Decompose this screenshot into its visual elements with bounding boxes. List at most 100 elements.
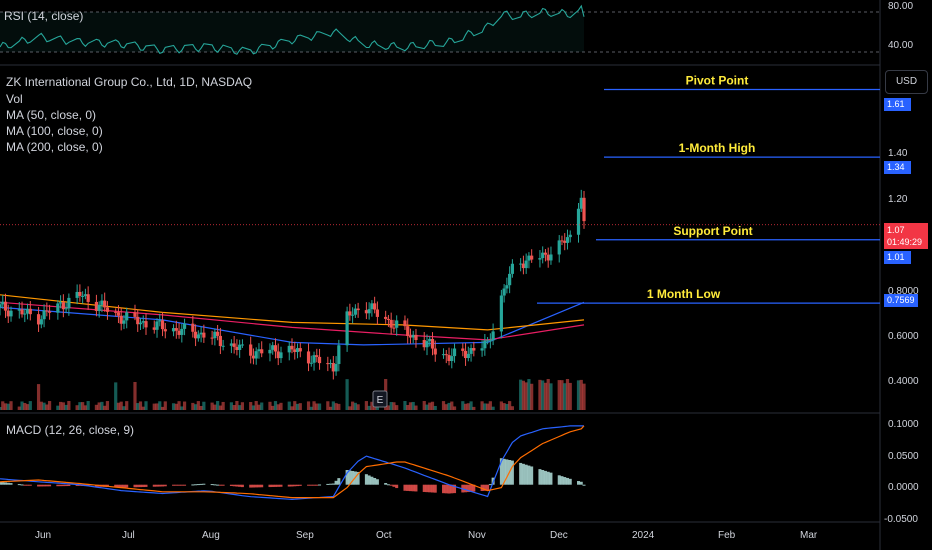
macd-histogram-bar [229,484,233,486]
candle [444,349,448,364]
volume-bar [56,405,60,410]
candle [268,343,272,362]
macd-histogram-bar [373,477,377,485]
candle [196,330,200,342]
volume-bar [158,401,162,410]
candle [406,318,410,344]
volume-bar [116,402,121,410]
macd-histogram-bar [431,484,434,493]
macd-histogram-bar [235,484,239,487]
candle [67,293,71,316]
volume-bar [36,384,41,410]
macd-histogram-bar [425,484,429,493]
volume-bar [370,401,374,410]
macd-histogram-bar [180,484,184,486]
macd-histogram-bar [39,484,43,487]
macd-histogram-bar [240,484,244,488]
volume-bar [39,401,43,410]
macd-histogram-bar [152,484,156,487]
macd-tick-0-00: 0.0000 [888,482,919,493]
macd-histogram-bar [403,484,407,491]
volume-bar [549,383,553,410]
macd-histogram-bar [37,484,41,487]
currency-button[interactable]: USD [885,70,928,94]
macd-histogram-bar [114,484,118,488]
macd-histogram-bar [464,484,468,493]
candle [425,334,429,356]
candle [546,247,550,268]
candle [356,302,360,318]
candle [295,343,300,359]
volume-bar [463,403,468,410]
support-point-tag: 1.01 [884,251,911,264]
macd-histogram-bar [155,484,159,487]
macd-histogram-bar [290,484,294,487]
candle [326,356,330,372]
candle [144,313,148,335]
macd-histogram-bar [577,481,581,485]
rsi-label: RSI (14, close) [4,9,84,23]
volume-bar [356,404,360,410]
macd-histogram-bar [17,484,21,486]
volume-bar [218,405,222,410]
macd-histogram-bar [116,484,120,488]
volume-bar [328,406,333,410]
macd-histogram-bar [386,484,390,486]
candle [235,339,239,356]
macd-histogram-bar [254,484,258,488]
macd-histogram-bar [273,484,277,487]
volume-bar [75,405,79,410]
macd-histogram-bar [64,484,68,487]
current-price-value: 1.07 [887,225,905,235]
candle [331,355,335,380]
candle [463,343,468,366]
candle [94,294,99,317]
macd-histogram-bar [28,484,32,486]
candle [519,258,523,272]
candle [105,301,110,320]
candle [75,284,79,305]
macd-histogram-bar [483,484,487,491]
rsi-line [0,4,585,55]
candle [158,313,162,327]
macd-histogram-bar [172,484,176,486]
candle [240,339,245,348]
volume-bar [450,401,454,410]
volume-bar [546,379,550,410]
candle [351,307,355,324]
candle [6,304,10,324]
volume-bar [273,401,278,410]
macd-histogram-bar [472,484,476,492]
candle [422,332,426,351]
macd-histogram-bar [329,483,333,485]
candle [273,338,278,359]
macd-histogram-bar [530,466,534,485]
volume-bar [276,404,280,410]
macd-histogram-bar [521,463,525,485]
volume-bar [425,404,429,410]
volume-bar [483,403,487,410]
macd-histogram-bar [48,484,52,487]
candles [0,189,586,380]
volume-bar [395,405,399,410]
volume-bar [576,380,581,410]
volume-bar [191,402,195,410]
macd-histogram-bar [268,484,272,488]
volume-bar [428,402,432,410]
time-tick-jun: Jun [35,530,52,541]
macd-histogram-bar [144,484,148,487]
macd-histogram-bar [191,484,195,486]
volume-bar [103,405,107,410]
macd-histogram-bar [408,484,412,492]
candle [582,190,586,229]
candle [367,302,371,320]
volume-bar [177,401,181,410]
macd-histogram-bar [422,484,426,492]
rsi-panel [0,4,880,55]
macd-histogram-bar [136,484,140,488]
volume-bar [389,402,393,410]
volume-bar [180,406,184,410]
volume-bar [119,401,123,410]
earnings-marker[interactable]: E [372,390,388,408]
